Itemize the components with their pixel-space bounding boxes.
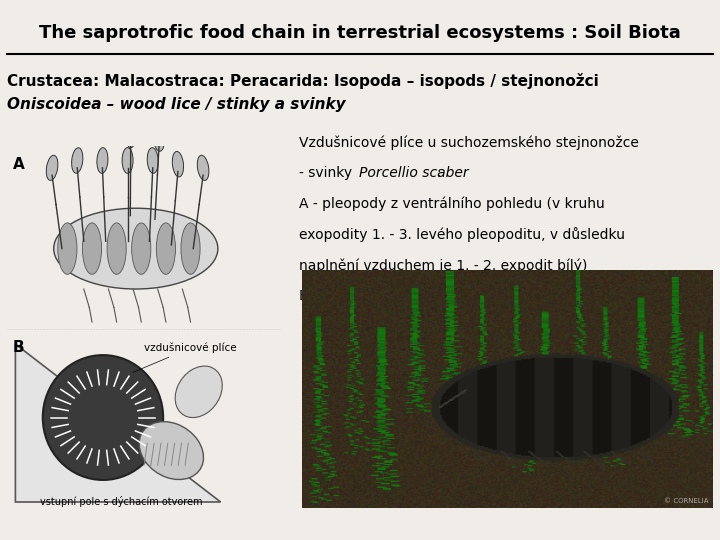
Text: A - pleopody z ventrálního pohledu (v kruhu: A - pleopody z ventrálního pohledu (v kr…: [299, 197, 605, 211]
Ellipse shape: [181, 223, 200, 274]
Text: exopodity 1. - 3. levého pleopoditu, v důsledku: exopodity 1. - 3. levého pleopoditu, v d…: [299, 227, 625, 242]
Ellipse shape: [97, 147, 108, 173]
Ellipse shape: [125, 122, 136, 147]
Ellipse shape: [148, 147, 158, 173]
Text: :: :: [436, 166, 441, 180]
Ellipse shape: [107, 223, 126, 274]
Text: naplnění vzduchem je 1. - 2. expodit bílý): naplnění vzduchem je 1. - 2. expodit bíl…: [299, 258, 588, 273]
Text: Oniscoidea – wood lice / stinky a svinky: Oniscoidea – wood lice / stinky a svinky: [7, 97, 346, 112]
Ellipse shape: [122, 147, 133, 173]
Ellipse shape: [132, 223, 151, 274]
Ellipse shape: [172, 151, 184, 177]
Text: B: B: [13, 340, 24, 355]
Text: vzdušnicové plíce: vzdušnicové plíce: [133, 343, 237, 373]
Text: B - exopodit s dýchacím otvorem na vstupním poli: B - exopodit s dýchacím otvorem na vstup…: [299, 289, 648, 303]
Ellipse shape: [82, 223, 102, 274]
Text: Porcellio scaber: Porcellio scaber: [359, 166, 468, 180]
Ellipse shape: [42, 355, 163, 480]
Text: The saprotrofic food chain in terrestrial ecosystems : Soil Biota: The saprotrofic food chain in terrestria…: [39, 24, 681, 42]
Text: vstupní pole s dýchacím otvorem: vstupní pole s dýchacím otvorem: [40, 496, 202, 508]
Text: - svinky: - svinky: [299, 166, 356, 180]
Polygon shape: [15, 344, 220, 502]
Text: Vzdušnicové plíce u suchozemského stejnonožce: Vzdušnicové plíce u suchozemského stejno…: [299, 135, 639, 150]
Ellipse shape: [58, 223, 77, 274]
Ellipse shape: [139, 422, 204, 480]
Ellipse shape: [175, 366, 222, 417]
Ellipse shape: [46, 156, 58, 180]
Ellipse shape: [156, 223, 176, 274]
Ellipse shape: [71, 148, 83, 173]
Ellipse shape: [197, 156, 209, 180]
Text: © CORNELIA: © CORNELIA: [664, 498, 708, 504]
Ellipse shape: [153, 126, 165, 151]
Text: A: A: [13, 157, 24, 172]
Text: Crustacea: Malacostraca: Peracarida: Isopoda – isopods / stejnonožci: Crustacea: Malacostraca: Peracarida: Iso…: [7, 73, 599, 89]
Ellipse shape: [54, 208, 218, 289]
